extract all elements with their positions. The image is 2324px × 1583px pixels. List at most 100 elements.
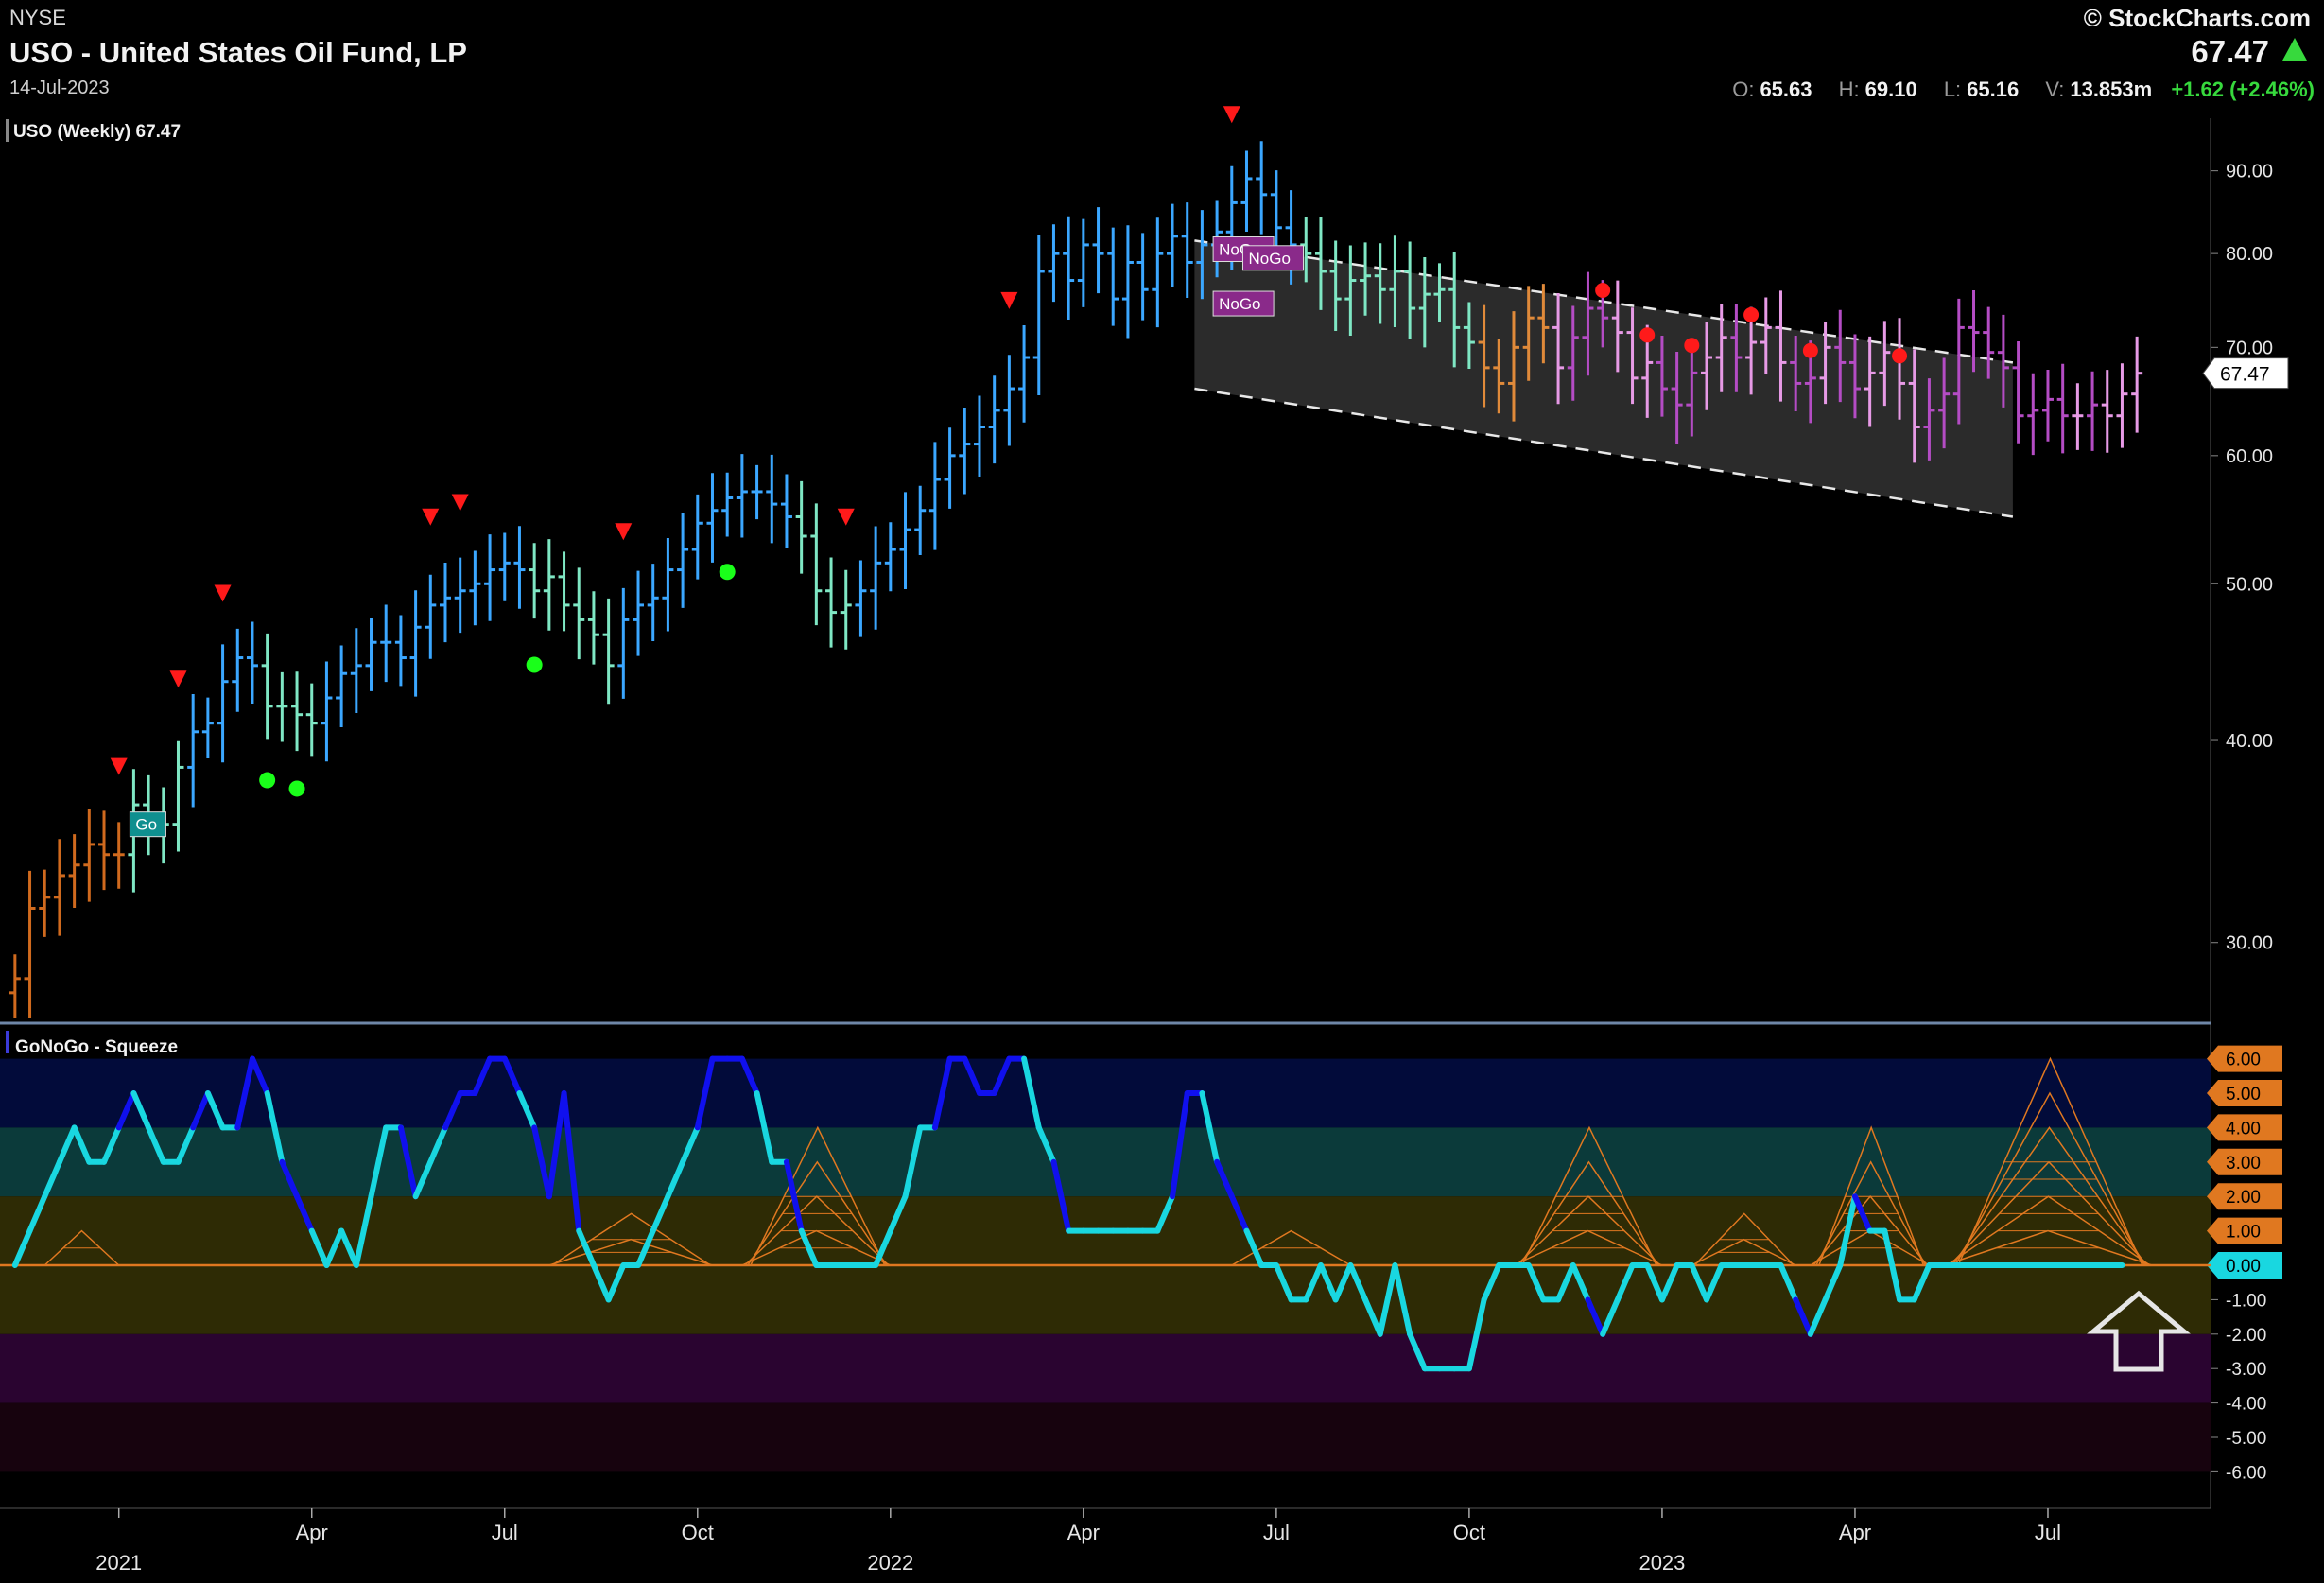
oscillator-segment (1035, 1124, 1057, 1165)
ohlc-bar (469, 550, 481, 626)
ohlc-bar (380, 604, 392, 683)
countertrend-dot (1684, 338, 1700, 354)
ohlc-bar (1107, 227, 1119, 326)
oscillator-segment (665, 1158, 686, 1200)
ohlc-bar (1048, 224, 1060, 303)
oscillator-segment (249, 1055, 270, 1096)
oscillator-segment (754, 1090, 775, 1165)
last-value-label: 67.47 (2220, 364, 2270, 386)
ohlc-bar (899, 492, 911, 589)
ohlc-bar (201, 697, 214, 758)
oscillator-segment (1837, 1193, 1858, 1268)
ohlc-bar (246, 621, 258, 704)
x-tick-label: Oct (1453, 1521, 1485, 1544)
regime-label-box (129, 811, 166, 838)
osc-tick-label: -2.00 (2226, 1326, 2266, 1346)
oscillator-segment (130, 1090, 152, 1131)
oscillator-segment (397, 1124, 419, 1200)
oscillator-segment (353, 1193, 374, 1268)
oscillator-segment (1362, 1296, 1383, 1337)
ohlc-readout: O: 65.63 H: 69.10 L: 65.16 V: 13.853m +1.62 … (1711, 78, 2315, 102)
squeeze-ladder (1513, 1125, 1663, 1266)
oscillator-segment (115, 1090, 137, 1131)
x-tick-label: 2021 (95, 1551, 142, 1574)
channel-lower-line (1194, 387, 2014, 518)
oscillator-segment (175, 1124, 197, 1165)
oscillator-segment (427, 1124, 448, 1165)
ohlc-bar (187, 694, 199, 808)
oscillator-segment (1170, 1090, 1190, 1200)
osc-tick-label: -1.00 (2226, 1291, 2266, 1311)
ohlc-bar (1701, 322, 1713, 410)
down-marker (1000, 291, 1018, 309)
ohlc-bar (1671, 352, 1683, 444)
oscillator-segment (308, 1227, 330, 1268)
oscillator-band (0, 1333, 2211, 1403)
oscillator-segment (368, 1124, 390, 1200)
oscillator-segment (1911, 1262, 1933, 1303)
osc-tick-badge (2207, 1183, 2282, 1210)
oscillator-segment (694, 1055, 716, 1131)
osc-tick-label: 3.00 (2226, 1154, 2261, 1174)
osc-tick-badge (2207, 1114, 2282, 1141)
ohlc-bar (1790, 335, 1802, 412)
x-tick-label: Apr (296, 1521, 328, 1544)
brand-logo[interactable]: © StockCharts.com (2083, 4, 2311, 32)
ohlc-bar (1063, 216, 1075, 321)
ohlc-bar (484, 534, 496, 621)
osc-tick-badge (2207, 1148, 2282, 1175)
ohlc-bar (1300, 217, 1312, 283)
ohlc-bar (1834, 309, 1847, 403)
squeeze-ladder (741, 1125, 892, 1266)
osc-tick-label: -6.00 (2226, 1463, 2266, 1483)
ohlc-bar (810, 503, 823, 626)
osc-tick-badge (2207, 1252, 2282, 1279)
ohlc-bar (83, 809, 95, 902)
ohlc-bar (751, 464, 763, 520)
price-tick-label: 50.00 (2226, 574, 2273, 595)
ohlc-bar (647, 564, 659, 641)
ohlc-bar (1730, 304, 1743, 392)
countertrend-dot (1639, 327, 1656, 343)
oscillator-segment (1407, 1331, 1428, 1372)
countertrend-dot (1802, 342, 1818, 358)
exchange-label: NYSE (9, 6, 66, 29)
ohlc-bar (1152, 217, 1164, 328)
price-tick-label: 40.00 (2226, 731, 2273, 752)
ohlc-bar (2041, 369, 2054, 442)
ohlc-bar (24, 870, 36, 1018)
ohlc-bar (394, 615, 407, 687)
oscillator-segment (1317, 1262, 1339, 1303)
osc-tick-label: -4.00 (2226, 1395, 2266, 1415)
oscillator-segment (11, 1227, 33, 1268)
oscillator-segment (1585, 1296, 1606, 1337)
ohlc-bar (1344, 245, 1357, 337)
oscillator-segment (1807, 1296, 1829, 1337)
oscillator-segment (531, 1124, 552, 1200)
ohlc-bar (617, 587, 630, 699)
down-marker (169, 670, 187, 688)
ohlc-bar (232, 628, 244, 712)
ohlc-bar (1983, 306, 1995, 379)
oscillator-segment (1303, 1262, 1324, 1303)
ohlc-bar (350, 628, 362, 714)
price-panel (0, 118, 2211, 1017)
oscillator-band (0, 1127, 2211, 1197)
oscillator-segment (1555, 1262, 1576, 1303)
osc-tick-badge (2207, 1045, 2282, 1072)
oscillator-segment (1050, 1158, 1072, 1234)
low-value: 65.16 (1967, 78, 2020, 101)
ohlc-bar (1507, 311, 1519, 422)
ohlc-bar (1923, 378, 1935, 461)
ohlc-bar (1240, 150, 1253, 233)
up-arrow-icon (2282, 38, 2307, 61)
ohlc-bar (425, 574, 437, 659)
ohlc-bar (1256, 141, 1268, 235)
ohlc-bar (409, 590, 422, 697)
oscillator-segment (680, 1124, 701, 1165)
ohlc-bar (825, 557, 838, 648)
osc-tick-label: -5.00 (2226, 1429, 2266, 1449)
ohlc-bar (2101, 370, 2113, 453)
oscillator-segment (991, 1055, 1013, 1096)
